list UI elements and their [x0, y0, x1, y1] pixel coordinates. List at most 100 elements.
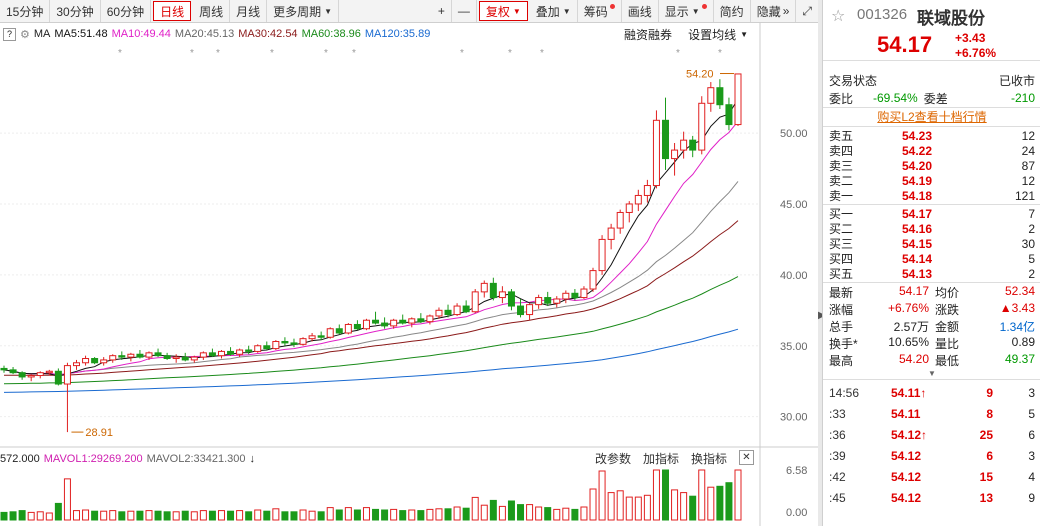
- volume-bar: [281, 511, 289, 521]
- stats-grid: 最新 54.17 均价 52.34 涨幅 +6.76% 涨跌 ▲3.43 总手 2.57万 金额 1.…: [823, 282, 1040, 369]
- event-star-icon: *: [352, 48, 356, 59]
- display-button[interactable]: 显示 ▼: [659, 0, 714, 22]
- bid-volume: 5: [1028, 252, 1035, 266]
- tick-time: :36: [829, 427, 846, 442]
- volume-bar: [562, 507, 570, 521]
- adjust-price-button[interactable]: 复权 ▼: [478, 1, 528, 21]
- period-15min[interactable]: 15分钟: [0, 0, 51, 22]
- chips-button[interactable]: 筹码: [578, 0, 622, 22]
- candle-body: [553, 298, 561, 304]
- volume-legend: 572.000 MAVOL1:29269.200 MAVOL2:33421.30…: [0, 450, 760, 468]
- period-30min[interactable]: 30分钟: [50, 0, 101, 22]
- price-tick-label: 35.00: [780, 341, 808, 353]
- gear-icon[interactable]: ⚙: [20, 28, 30, 41]
- tick-time: :45: [829, 490, 846, 505]
- period-weekly[interactable]: 周线: [193, 0, 231, 22]
- weibi-row: 委比 -69.54% 委差 -210: [823, 89, 1040, 107]
- candle-body: [91, 358, 99, 364]
- candle-body: [453, 305, 461, 316]
- volume-bar: [272, 508, 280, 521]
- volume-bar: [625, 496, 633, 521]
- min-price-label: 28.91: [85, 427, 113, 439]
- candle-body: [734, 73, 742, 126]
- zoom-out-button[interactable]: —: [452, 0, 477, 22]
- volume-bar: [217, 510, 225, 521]
- panel-collapse-handle[interactable]: ▶: [818, 0, 826, 526]
- stat-cell: 总手 2.57万: [829, 318, 929, 335]
- ask-label: 卖三: [829, 159, 854, 173]
- volume-bar: [109, 510, 117, 521]
- event-star-icon: *: [460, 48, 464, 59]
- chevron-down-icon: ▼: [562, 6, 571, 16]
- trade-status-label: 交易状态: [829, 73, 878, 88]
- draw-line-button[interactable]: 画线: [622, 0, 659, 22]
- candle-body: [254, 345, 262, 352]
- star-icon[interactable]: ☆: [831, 8, 846, 25]
- stat-label: 涨幅: [829, 303, 854, 317]
- volume-bar: [308, 510, 316, 521]
- candlestick-chart[interactable]: 50.00 45.00 40.00 35.00 30.00 54.20 28.91 * * * *…: [0, 0, 818, 526]
- volume-bar: [263, 510, 271, 521]
- margin-trading-link[interactable]: 融资融券: [624, 27, 673, 42]
- ma5-value: MA5:51.48: [54, 28, 108, 40]
- candle-body: [426, 315, 434, 323]
- vol-value: 572.000: [0, 453, 40, 465]
- chevron-right-icon: ▶: [818, 310, 826, 321]
- tick-volume: 9: [986, 385, 993, 400]
- ask-volume: 12: [1021, 129, 1035, 143]
- overlay-button[interactable]: 叠加 ▼: [530, 0, 578, 22]
- stat-label: 最低: [935, 354, 960, 368]
- fullscreen-icon[interactable]: ⤢: [802, 3, 812, 18]
- change-indicator-button[interactable]: 换指标: [690, 452, 727, 466]
- period-monthly[interactable]: 月线: [230, 0, 268, 22]
- quote-panel: ☆ 001326 联域股份 54.17 +3.43 +6.76% 交易状态 已收…: [822, 0, 1040, 526]
- bid-price: 54.16: [902, 222, 933, 236]
- candle-body: [227, 350, 235, 355]
- volume-bar: [254, 509, 262, 521]
- bid-volume: 30: [1021, 237, 1035, 251]
- volume-bar: [299, 509, 307, 521]
- tick-time: :42: [829, 469, 846, 484]
- set-ma-button[interactable]: 设置均线: [688, 27, 737, 42]
- l2-upgrade-link[interactable]: 购买L2查看十档行情: [823, 107, 1040, 126]
- price-tick-label: 30.00: [780, 412, 808, 424]
- simple-button[interactable]: 简约: [714, 0, 751, 22]
- volume-bar: [662, 469, 670, 521]
- candle-body: [517, 305, 525, 316]
- ask-book: 卖五 54.23 12 卖四 54.22 24 卖三 54.20 87 卖二 54.19 12 卖一 54…: [823, 126, 1040, 204]
- add-indicator-button[interactable]: 加指标: [642, 452, 679, 466]
- candle-body: [181, 356, 189, 361]
- candle-body: [480, 282, 488, 293]
- price-tick-label: 50.00: [780, 128, 808, 140]
- zoom-in-button[interactable]: +: [432, 0, 452, 22]
- tick-row: :36 54.12↑ 25 6: [823, 424, 1040, 445]
- stat-value: 52.34: [1004, 284, 1035, 298]
- period-60min[interactable]: 60分钟: [101, 0, 152, 22]
- volume-bar: [390, 508, 398, 521]
- stat-value: 2.57万: [893, 320, 929, 334]
- volume-bar: [290, 511, 298, 521]
- candle-body: [652, 119, 660, 187]
- hide-button[interactable]: 隐藏»: [751, 0, 797, 22]
- volume-bar: [145, 510, 153, 521]
- close-icon[interactable]: ✕: [739, 450, 754, 465]
- stat-cell: 最低 49.37: [935, 352, 1035, 369]
- volume-bar: [544, 507, 552, 521]
- event-star-icon: *: [270, 48, 274, 59]
- period-daily[interactable]: 日线: [153, 1, 192, 21]
- volume-bar: [100, 510, 108, 521]
- candle-body: [362, 319, 370, 330]
- edit-params-button[interactable]: 改参数: [594, 452, 631, 466]
- bid-row: 买一 54.17 7: [823, 207, 1040, 222]
- period-more[interactable]: 更多周期 ▼: [267, 0, 340, 22]
- ask-label: 卖二: [829, 174, 854, 188]
- ask-label: 卖五: [829, 129, 854, 143]
- candle-body: [118, 355, 126, 358]
- help-icon[interactable]: ?: [3, 27, 16, 41]
- expand-arrow-icon[interactable]: ▼: [823, 369, 1040, 380]
- tick-count: 3: [1028, 385, 1035, 400]
- indicator-actions: 改参数 加指标 换指标 ✕: [595, 450, 758, 467]
- ma120-line: [3, 328, 739, 393]
- candles: [0, 73, 742, 433]
- bid-price: 54.17: [902, 207, 933, 221]
